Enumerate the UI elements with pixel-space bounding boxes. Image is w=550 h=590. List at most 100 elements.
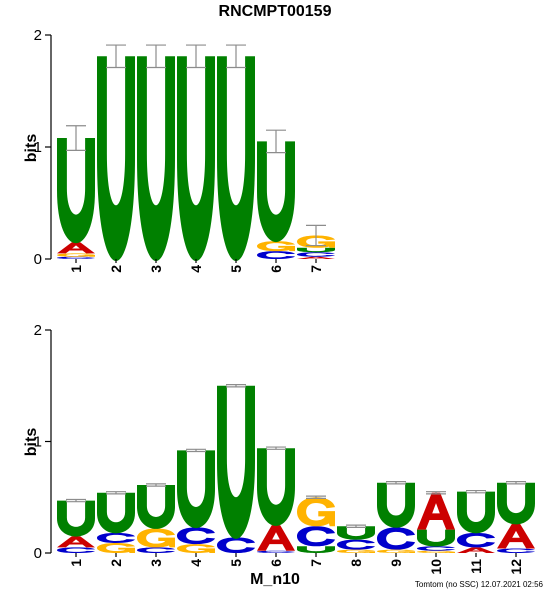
position-8-stack (337, 524, 375, 553)
x-tick-label: 12 (508, 559, 524, 575)
y-tick-label: 1 (34, 434, 42, 451)
y-tick-label: 0 (34, 251, 42, 268)
error-bar-pos-12 (506, 481, 526, 485)
x-tick-label: 7 (308, 559, 324, 567)
x-tick-label: 4 (188, 559, 204, 567)
letter-C-pos-3 (137, 547, 175, 553)
bottom-y-axis: 0 1 2 (34, 322, 52, 562)
letter-C-pos-4 (177, 527, 215, 545)
footer-text: Tomtom (no SSC) 12.07.2021 02:56 (415, 580, 544, 589)
letter-U-pos-11 (457, 491, 495, 534)
letter-U-pos-6 (257, 448, 295, 526)
letter-C-pos-8 (337, 539, 375, 550)
letter-U-pos-6 (257, 141, 295, 243)
position-2-stack (97, 491, 135, 553)
letter-G-pos-7 (297, 235, 335, 248)
position-6-stack (257, 129, 295, 259)
error-bar-pos-9 (386, 481, 406, 485)
letter-U-pos-9 (377, 482, 415, 528)
letter-C-pos-7 (297, 526, 335, 547)
letter-A-pos-6 (257, 525, 295, 551)
x-tick-label: 1 (68, 559, 84, 567)
error-bar-pos-8 (346, 524, 366, 528)
letter-U-pos-10 (417, 529, 455, 547)
letter-A-pos-7 (297, 256, 335, 259)
letter-U-pos-2 (97, 492, 135, 534)
position-9-stack (377, 481, 415, 553)
letter-C-pos-7 (297, 252, 335, 257)
x-tick-label: 1 (68, 265, 84, 273)
error-bar-pos-2 (106, 44, 126, 69)
position-4-stack (177, 448, 215, 553)
position-7-stack (297, 495, 335, 554)
x-tick-label: 2 (108, 559, 124, 567)
top-logo-panel: bits 0 1 2 1 2 3 4 5 6 7 (23, 27, 335, 273)
position-1-stack (57, 498, 95, 553)
y-tick-label: 1 (34, 139, 42, 156)
position-2-stack (97, 44, 135, 262)
figure-title: RNCMPT00159 (219, 3, 332, 20)
error-bar-pos-5 (226, 384, 246, 388)
letter-C-pos-6 (257, 550, 295, 553)
y-tick-label: 0 (34, 545, 42, 562)
error-bar-pos-1 (66, 125, 86, 151)
letter-C-pos-12 (497, 548, 535, 553)
letter-A-pos-1 (57, 242, 95, 254)
position-12-stack (497, 481, 535, 553)
x-tick-label: 10 (428, 559, 444, 575)
x-tick-label: 6 (268, 265, 284, 273)
x-tick-label: 7 (308, 265, 324, 273)
x-tick-label: 9 (388, 559, 404, 567)
letter-C-pos-1 (57, 547, 95, 553)
error-bar-pos-1 (66, 498, 86, 503)
position-7-stack (297, 224, 335, 259)
letter-A-pos-11 (457, 547, 495, 553)
position-3-stack (137, 483, 175, 553)
letter-U-pos-1 (57, 138, 95, 244)
letter-A-pos-1 (57, 536, 95, 548)
letter-G-pos-2 (97, 542, 135, 553)
letter-U-pos-12 (497, 482, 535, 525)
letter-G-pos-3 (137, 528, 175, 548)
letter-U-pos-5 (217, 385, 255, 539)
letter-G-pos-6 (257, 241, 295, 252)
error-bar-pos-4 (186, 448, 206, 453)
x-tick-label: 3 (148, 559, 164, 567)
letter-U-pos-8 (337, 526, 375, 540)
letter-U-pos-5 (217, 56, 255, 262)
letter-C-pos-10 (417, 546, 455, 551)
x-tick-label: 5 (228, 559, 244, 567)
letter-U-pos-4 (177, 56, 215, 262)
letter-U-pos-7 (297, 247, 335, 253)
x-tick-label: 2 (108, 265, 124, 273)
letter-U-pos-2 (97, 56, 135, 262)
error-bar-pos-6 (266, 129, 286, 154)
x-tick-label: 11 (468, 559, 484, 574)
bottom-letter-stacks (57, 384, 535, 554)
x-axis-label: M_n10 (250, 571, 300, 588)
letter-C-pos-9 (377, 527, 415, 550)
letter-C-pos-2 (97, 532, 135, 543)
position-6-stack (257, 446, 295, 553)
x-tick-label: 3 (148, 265, 164, 273)
error-bar-pos-3 (146, 483, 166, 487)
letter-G-pos-1 (57, 253, 95, 257)
error-bar-pos-7 (306, 224, 326, 247)
letter-A-pos-12 (497, 524, 535, 549)
error-bar-pos-10 (426, 491, 446, 495)
error-bar-pos-11 (466, 489, 486, 494)
position-5-stack (217, 384, 255, 553)
error-bar-pos-7 (306, 495, 326, 499)
letter-C-pos-11 (457, 532, 495, 548)
letter-C-pos-5 (217, 537, 255, 553)
top-y-axis: 0 1 2 (34, 27, 52, 268)
letter-G-pos-4 (177, 544, 215, 553)
position-4-stack (177, 44, 215, 262)
y-tick-label: 2 (34, 322, 42, 339)
letter-U-pos-3 (137, 484, 175, 529)
bottom-ylabel: bits (23, 428, 40, 457)
x-tick-label: 6 (268, 559, 284, 567)
letter-C-pos-1 (57, 256, 95, 259)
error-bar-pos-4 (186, 44, 206, 69)
